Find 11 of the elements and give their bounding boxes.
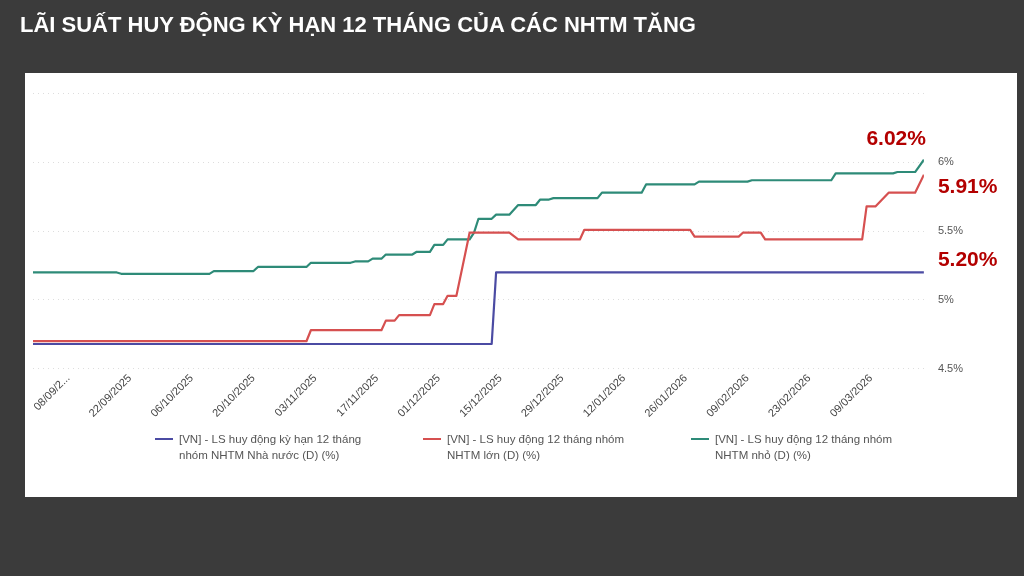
legend-label: [VN] - LS huy động 12 tháng nhóm NHTM lớn (D) (%) <box>447 432 626 463</box>
legend-label: [VN] - LS huy động kỳ hạn 12 tháng nhóm NHTM Nhà nước (D) (%) <box>179 432 363 463</box>
y-tick-label: 5.5% <box>937 224 964 237</box>
y-tick-label: 4.5% <box>937 361 964 374</box>
chart-title: LÃI SUẤT HUY ĐỘNG KỲ HẠN 12 THÁNG CỦA CÁC NHTM TĂNG <box>20 12 696 38</box>
legend-label: [VN] - LS huy động 12 tháng nhóm NHTM nhỏ (D) (%) <box>715 432 894 463</box>
annotation: 5.91% <box>937 173 998 197</box>
annotation: 6.02% <box>866 126 927 150</box>
y-tick-label: 6% <box>937 155 955 168</box>
y-tick-label: 5% <box>937 292 955 305</box>
annotation: 5.20% <box>937 247 998 271</box>
